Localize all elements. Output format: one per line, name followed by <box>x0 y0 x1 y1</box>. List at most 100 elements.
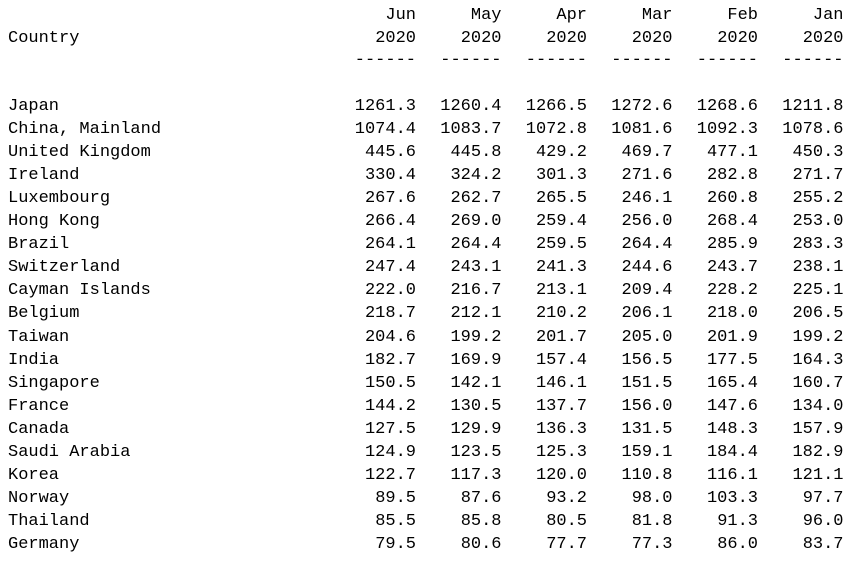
cell-value: 255.2 <box>792 189 844 209</box>
cell-value: 429.2 <box>535 143 587 163</box>
cell-value: 85.8 <box>460 511 502 531</box>
cell-value: 157.4 <box>535 350 587 370</box>
cell-value: 137.7 <box>535 396 587 416</box>
cell-value: 1272.6 <box>611 97 673 116</box>
column-year: 2020 <box>717 29 758 48</box>
cell-value: 260.8 <box>706 189 758 209</box>
cell-value: 80.5 <box>546 511 587 531</box>
cell-value: 271.7 <box>792 166 844 186</box>
cell-value: 1268.6 <box>696 97 758 116</box>
cell-value: 445.8 <box>450 143 502 163</box>
cell-value: 123.5 <box>450 442 502 462</box>
cell-value: 89.5 <box>375 488 416 508</box>
cell-value: 264.1 <box>364 235 416 255</box>
cell-value: 1078.6 <box>782 120 844 140</box>
cell-value: 147.6 <box>706 396 758 416</box>
cell-value: 129.9 <box>450 419 502 439</box>
cell-value: 259.5 <box>535 235 587 255</box>
cell-value: 85.5 <box>375 511 416 531</box>
column-year: 2020 <box>631 29 673 48</box>
cell-value: 212.1 <box>450 304 502 324</box>
column-separator: ------ <box>611 51 673 70</box>
country-name: Norway <box>8 488 70 508</box>
cell-value: 469.7 <box>621 143 673 163</box>
cell-value: 216.7 <box>450 281 502 301</box>
cell-value: 182.7 <box>364 350 416 370</box>
cell-value: 182.9 <box>792 442 844 462</box>
country-name: Taiwan <box>8 327 70 347</box>
cell-value: 209.4 <box>621 281 673 301</box>
column-year: 2020 <box>546 29 587 48</box>
cell-value: 264.4 <box>450 235 502 255</box>
column-month: Apr <box>556 6 587 25</box>
column-separator: ------ <box>782 51 844 70</box>
cell-value: 271.6 <box>621 166 673 186</box>
column-year: 2020 <box>375 29 416 48</box>
cell-value: 259.4 <box>535 212 587 232</box>
cell-value: 264.4 <box>621 235 673 255</box>
cell-value: 134.0 <box>792 396 844 416</box>
cell-value: 1092.3 <box>696 120 758 140</box>
cell-value: 244.6 <box>621 258 673 278</box>
country-name: Brazil <box>8 235 70 255</box>
country-name: Singapore <box>8 373 100 393</box>
cell-value: 121.1 <box>792 465 844 485</box>
country-name: Thailand <box>8 511 90 531</box>
cell-value: 218.7 <box>364 304 416 324</box>
cell-value: 210.2 <box>535 304 587 324</box>
cell-value: 136.3 <box>535 419 587 439</box>
country-name: China, Mainland <box>8 120 162 140</box>
cell-value: 80.6 <box>460 534 502 554</box>
cell-value: 199.2 <box>792 327 844 347</box>
cell-value: 151.5 <box>621 373 673 393</box>
cell-value: 201.7 <box>535 327 587 347</box>
cell-value: 1074.4 <box>354 120 416 140</box>
cell-value: 1083.7 <box>440 120 502 140</box>
cell-value: 206.5 <box>792 304 844 324</box>
country-name: India <box>8 350 60 370</box>
cell-value: 243.1 <box>450 258 502 278</box>
country-name: Belgium <box>8 304 80 324</box>
cell-value: 282.8 <box>706 166 758 186</box>
column-separator: ------ <box>440 51 502 70</box>
cell-value: 157.9 <box>792 419 844 439</box>
cell-value: 205.0 <box>621 327 673 347</box>
cell-value: 177.5 <box>706 350 758 370</box>
cell-value: 238.1 <box>792 258 844 278</box>
cell-value: 204.6 <box>364 327 416 347</box>
cell-value: 91.3 <box>717 511 758 531</box>
country-name: Hong Kong <box>8 212 100 232</box>
cell-value: 150.5 <box>364 373 416 393</box>
cell-value: 269.0 <box>450 212 502 232</box>
cell-value: 184.4 <box>706 442 758 462</box>
cell-value: 83.7 <box>802 534 844 554</box>
cell-value: 146.1 <box>535 373 587 393</box>
cell-value: 268.4 <box>706 212 758 232</box>
column-separator: ------ <box>525 51 587 70</box>
cell-value: 247.4 <box>364 258 416 278</box>
cell-value: 127.5 <box>364 419 416 439</box>
cell-value: 144.2 <box>364 396 416 416</box>
column-month: Mar <box>641 6 673 25</box>
cell-value: 266.4 <box>364 212 416 232</box>
country-name: Japan <box>8 97 60 116</box>
country-name: Luxembourg <box>8 189 111 209</box>
cell-value: 1260.4 <box>440 97 502 116</box>
cell-value: 1266.5 <box>525 97 587 116</box>
cell-value: 324.2 <box>450 166 502 186</box>
cell-value: 445.6 <box>364 143 416 163</box>
cell-value: 110.8 <box>621 465 673 485</box>
country-header: Country <box>8 29 80 48</box>
cell-value: 156.5 <box>621 350 673 370</box>
cell-value: 131.5 <box>621 419 673 439</box>
cell-value: 206.1 <box>621 304 673 324</box>
cell-value: 1211.8 <box>782 97 844 116</box>
cell-value: 156.0 <box>621 396 673 416</box>
cell-value: 330.4 <box>364 166 416 186</box>
cell-value: 116.1 <box>706 465 758 485</box>
cell-value: 142.1 <box>450 373 502 393</box>
cell-value: 165.4 <box>706 373 758 393</box>
cell-value: 218.0 <box>706 304 758 324</box>
cell-value: 265.5 <box>535 189 587 209</box>
